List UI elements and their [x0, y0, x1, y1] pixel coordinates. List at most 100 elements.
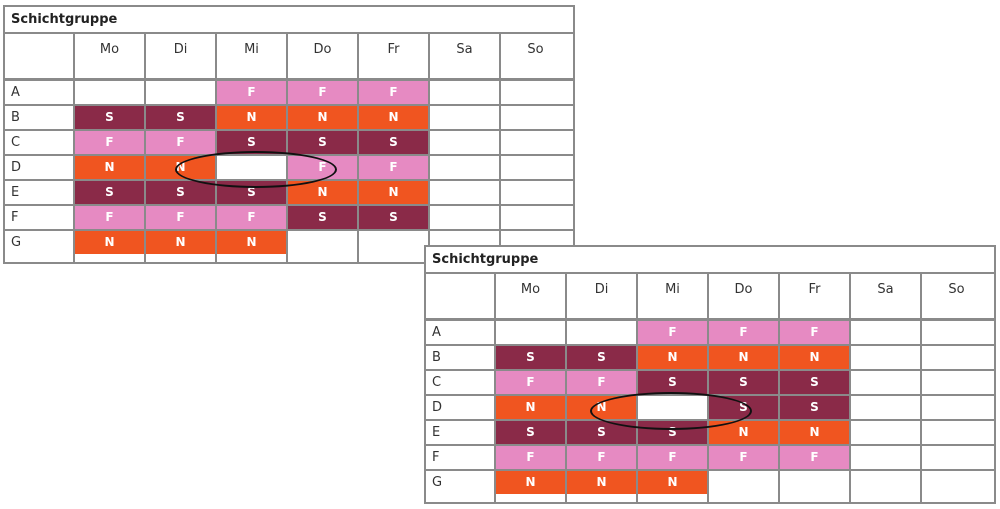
empty-cell [430, 156, 499, 179]
group-label: A [432, 325, 441, 340]
shift-cell: S [780, 396, 849, 419]
shift-cell: S [567, 346, 636, 369]
shift-cell: S [780, 371, 849, 394]
shift-cell: N [288, 181, 357, 204]
empty-cell [501, 131, 570, 154]
empty-cell [851, 421, 920, 444]
shift-cell: F [709, 321, 778, 344]
shift-schedule-original: Schichtgruppe Mo Di Mi Do Fr Sa So A F F F B S S N N N C F… [3, 5, 575, 264]
shift-cell: F [638, 321, 707, 344]
day-header: Mi [244, 42, 259, 57]
shift-cell: N [638, 346, 707, 369]
group-label: C [432, 375, 442, 390]
shift-cell: S [359, 131, 428, 154]
empty-cell [501, 106, 570, 129]
empty-cell [430, 81, 499, 104]
empty-cell [501, 81, 570, 104]
shift-cell: N [217, 106, 286, 129]
group-label: D [11, 160, 22, 175]
shift-schedule-modified: Schichtgruppe Mo Di Mi Do Fr Sa So A F F F B S S N N N C F… [424, 245, 996, 504]
grid-horizontal-line [5, 229, 573, 231]
day-header: Sa [877, 282, 894, 297]
shift-cell: S [288, 131, 357, 154]
day-header: So [948, 282, 965, 297]
grid-horizontal-line [426, 444, 994, 446]
schedule-title: Schichtgruppe [426, 247, 994, 274]
shift-cell: N [359, 106, 428, 129]
day-header: Mi [665, 282, 680, 297]
group-label: F [11, 210, 19, 225]
group-label: B [432, 350, 441, 365]
shift-cell: N [359, 181, 428, 204]
shift-cell: F [75, 206, 144, 229]
empty-cell [567, 321, 636, 344]
empty-cell [75, 81, 144, 104]
grid-vertical-line [565, 274, 567, 502]
group-label: E [432, 425, 441, 440]
shift-cell: N [75, 231, 144, 254]
day-header: Di [173, 42, 188, 57]
grid-vertical-line [73, 34, 75, 262]
shift-cell: F [146, 131, 215, 154]
shift-cell: N [709, 346, 778, 369]
group-label: F [432, 450, 440, 465]
grid-vertical-line [428, 34, 430, 262]
empty-cell [501, 181, 570, 204]
grid-vertical-line [494, 274, 496, 502]
grid-vertical-line [357, 34, 359, 262]
group-label: G [432, 475, 443, 490]
shift-cell: F [567, 446, 636, 469]
highlight-ellipse [175, 151, 337, 188]
empty-cell [430, 206, 499, 229]
empty-cell [922, 421, 991, 444]
grid-horizontal-line [5, 104, 573, 106]
empty-cell [359, 231, 428, 254]
empty-cell [922, 396, 991, 419]
shift-cell: S [359, 206, 428, 229]
empty-cell [851, 446, 920, 469]
grid-horizontal-line [5, 78, 573, 81]
shift-cell: F [217, 81, 286, 104]
empty-cell [288, 231, 357, 254]
empty-cell [496, 321, 565, 344]
empty-cell [922, 346, 991, 369]
grid-horizontal-line [426, 344, 994, 346]
shift-cell: F [780, 446, 849, 469]
shift-cell: N [638, 471, 707, 494]
shift-cell: F [496, 446, 565, 469]
day-header: Mo [99, 42, 120, 57]
shift-cell: S [217, 131, 286, 154]
day-header: Di [594, 282, 609, 297]
day-header: Fr [808, 282, 821, 297]
shift-cell: F [496, 371, 565, 394]
empty-cell [851, 371, 920, 394]
grid-horizontal-line [426, 469, 994, 471]
shift-cell: F [359, 81, 428, 104]
group-label: G [11, 235, 22, 250]
shift-cell: N [709, 421, 778, 444]
empty-cell [430, 131, 499, 154]
grid-vertical-line [286, 34, 288, 262]
grid-horizontal-line [426, 318, 994, 321]
shift-cell: F [359, 156, 428, 179]
grid-horizontal-line [5, 129, 573, 131]
empty-cell [922, 321, 991, 344]
shift-cell: S [567, 421, 636, 444]
day-header: Do [734, 282, 753, 297]
shift-cell: N [780, 346, 849, 369]
shift-cell: S [288, 206, 357, 229]
group-label: D [432, 400, 443, 415]
day-header: Fr [387, 42, 400, 57]
shift-cell: F [75, 131, 144, 154]
shift-cell: F [217, 206, 286, 229]
shift-cell: N [496, 396, 565, 419]
shift-cell: S [496, 421, 565, 444]
grid-vertical-line [707, 274, 709, 502]
shift-cell: S [146, 181, 215, 204]
day-header: Sa [456, 42, 473, 57]
shift-cell: F [709, 446, 778, 469]
empty-cell [851, 471, 920, 494]
shift-cell: S [75, 106, 144, 129]
grid-vertical-line [920, 274, 922, 502]
shift-cell: S [709, 371, 778, 394]
